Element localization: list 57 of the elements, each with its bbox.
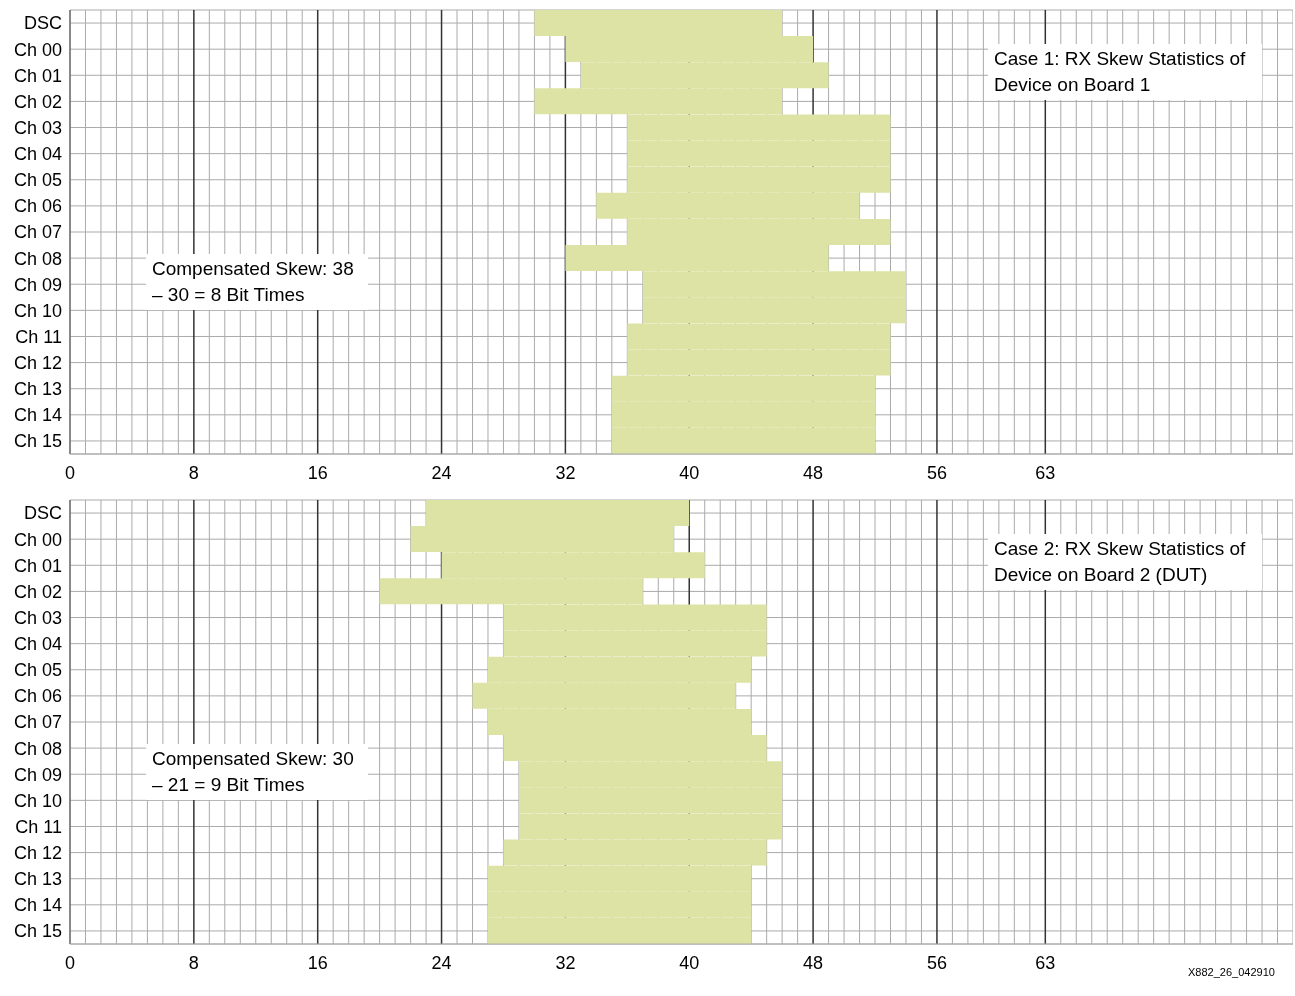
y-tick-label: Ch 03 [13,607,62,628]
annotation: Case 1: RX Skew Statistics of Device on Board 1 [988,44,1262,100]
annotation: Case 2: RX Skew Statistics of Device on Board 2 (DUT) [988,534,1262,590]
x-tick-label: 63 [1035,462,1056,483]
y-tick-label: Ch 14 [13,405,62,426]
x-tick-label: 0 [64,952,76,973]
y-tick-label: Ch 15 [13,431,62,452]
x-tick-label: 8 [188,462,199,483]
x-tick-label: 63 [1035,952,1056,973]
annotation: Compensated Skew: 30 – 21 = 9 Bit Times [146,744,368,800]
y-tick-label: Ch 05 [13,170,62,191]
y-tick-label: Ch 05 [13,660,62,681]
y-tick-label: Ch 00 [13,39,62,60]
x-tick-label: 48 [803,462,824,483]
y-tick-label: Ch 14 [13,895,62,916]
x-tick-label: 56 [926,462,947,483]
y-tick-label: Ch 10 [13,790,62,811]
y-tick-label: Ch 09 [13,764,62,785]
x-tick-label: 40 [679,462,700,483]
y-tick-label: Ch 01 [13,65,62,86]
y-tick-label: Ch 13 [13,869,62,890]
y-tick-label: Ch 15 [13,921,62,942]
x-tick-label: 56 [926,952,947,973]
y-tick-label: Ch 03 [13,117,62,138]
y-tick-label: Ch 12 [13,842,62,863]
x-tick-label: 8 [188,952,199,973]
y-tick-label: Ch 07 [13,222,62,243]
y-tick-label: Ch 06 [13,686,62,707]
y-tick-label: Ch 00 [13,529,62,550]
text: X882_26_042910 [1188,966,1275,978]
x-tick-label: 16 [307,462,328,483]
x-tick-label: 32 [555,952,576,973]
y-tick-label: Ch 02 [13,581,62,602]
y-tick-label: DSC [23,503,62,524]
x-tick-label: 0 [64,462,76,483]
y-tick-label: DSC [23,13,62,34]
annotation: Compensated Skew: 38 – 30 = 8 Bit Times [146,254,368,310]
y-tick-label: Ch 08 [13,248,62,269]
y-tick-label: Ch 13 [13,379,62,400]
y-tick-label: Ch 09 [13,274,62,295]
x-tick-label: 32 [555,462,576,483]
y-tick-label: Ch 02 [13,91,62,112]
x-tick-label: 40 [679,952,700,973]
y-tick-label: Ch 11 [15,326,62,347]
x-tick-label: 24 [431,462,452,483]
y-tick-label: Ch 04 [13,634,62,655]
y-tick-label: Ch 10 [13,300,62,321]
y-tick-label: Ch 07 [13,712,62,733]
x-tick-label: 48 [803,952,824,973]
y-tick-label: Ch 01 [13,555,62,576]
y-tick-label: Ch 08 [13,738,62,759]
y-tick-label: Ch 11 [15,816,62,837]
x-tick-label: 24 [431,952,452,973]
x-tick-label: 16 [307,952,328,973]
y-tick-label: Ch 04 [13,144,62,165]
y-tick-label: Ch 12 [13,352,62,373]
y-tick-label: Ch 06 [13,196,62,217]
